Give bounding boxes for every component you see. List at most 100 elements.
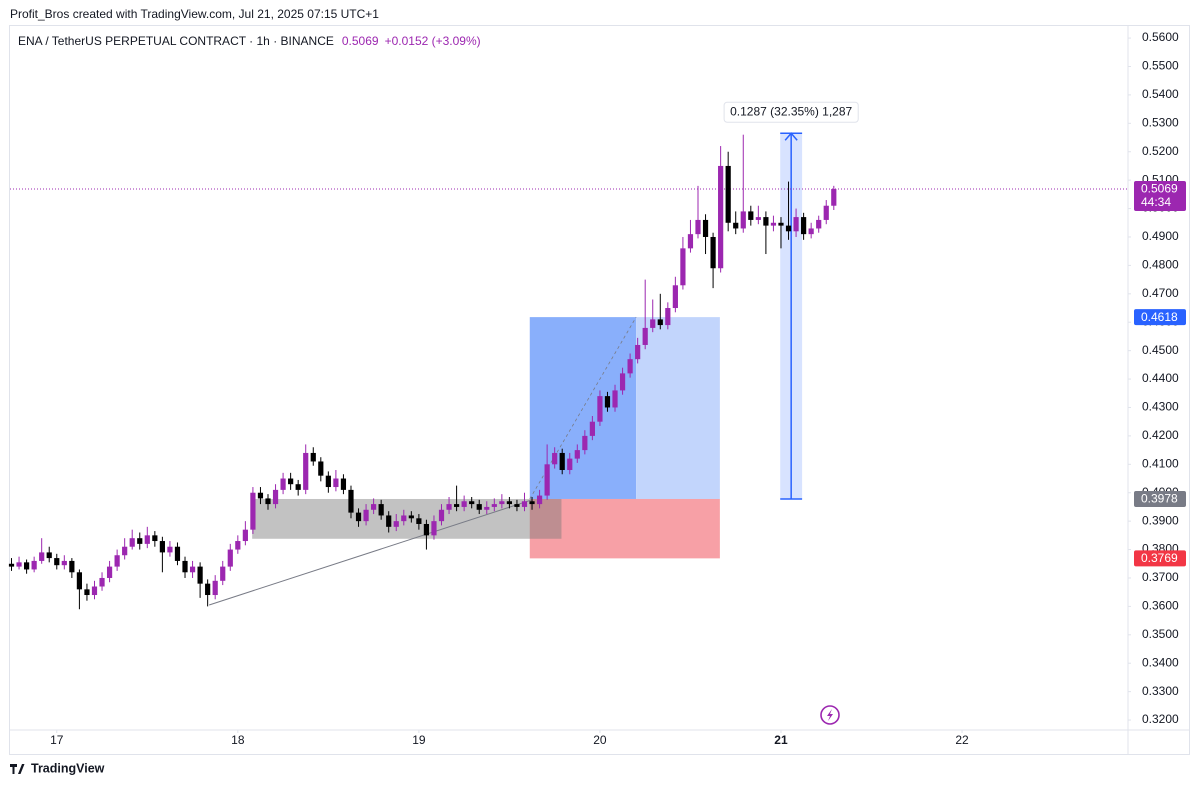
y-tick-label: 0.4400 [1142, 371, 1179, 385]
range-box [252, 498, 562, 539]
candle-body [137, 538, 143, 544]
candle-body [627, 359, 633, 374]
candle-body [220, 566, 226, 581]
y-tick-label: 0.4800 [1142, 258, 1179, 272]
target-badge-bg [1134, 309, 1186, 326]
candle-body [552, 452, 558, 465]
candle-body [635, 344, 641, 360]
x-tick-label: 21 [774, 733, 788, 747]
candle-body [589, 421, 595, 436]
footer-logo: TradingView [10, 761, 105, 775]
candle-body [702, 219, 709, 237]
x-tick-label: 22 [955, 733, 969, 747]
x-tick-label: 19 [412, 733, 426, 747]
y-tick-label: 0.5600 [1142, 30, 1179, 44]
candle-body [491, 504, 497, 507]
candle-body [371, 504, 377, 510]
candle-body [386, 515, 392, 527]
y-tick-label: 0.4700 [1142, 286, 1179, 300]
candle-body [438, 509, 445, 522]
candle-body [612, 390, 618, 408]
candle-body [340, 478, 347, 490]
candle-body [23, 562, 30, 570]
candle-body [325, 475, 331, 488]
candle-body [122, 546, 128, 556]
candle-body [453, 504, 460, 507]
candle-body [355, 512, 362, 522]
candle-body [808, 228, 814, 235]
candle-body [280, 478, 286, 490]
measure-label-box [723, 101, 859, 123]
y-tick-label: 0.3700 [1142, 570, 1179, 584]
chart-title: ENA / TetherUS PERPETUAL CONTRACT · 1h ·… [18, 34, 334, 48]
candle-body [484, 506, 490, 510]
candle-body [129, 538, 135, 547]
candle-body [393, 521, 399, 527]
candle-body [242, 529, 248, 542]
candle-body [61, 560, 67, 566]
candle-body [431, 521, 437, 536]
candle-body [567, 458, 573, 470]
candle-body [295, 484, 301, 490]
candle-body [159, 541, 165, 553]
candle-body [778, 222, 784, 226]
lightning-icon [820, 705, 840, 725]
candle-body [544, 464, 550, 496]
candle-body [476, 504, 482, 510]
candle-body [99, 577, 105, 587]
candle-body [770, 222, 777, 226]
candle-body [687, 234, 694, 249]
candle-body [144, 535, 150, 544]
candle-body [189, 566, 196, 573]
candle-body [499, 501, 505, 505]
candle-body [446, 504, 452, 510]
candle-body [619, 373, 626, 391]
candle-body [529, 501, 535, 505]
candle-body [816, 219, 822, 229]
candle-body [740, 211, 746, 229]
y-tick-label: 0.4500 [1142, 343, 1179, 357]
candle-body [423, 523, 430, 536]
footer: TradingView [31, 761, 105, 775]
y-tick-label: 0.4300 [1142, 400, 1179, 414]
candle-body [793, 217, 799, 232]
candle-body [657, 319, 663, 326]
y-tick-label: 0.3300 [1142, 684, 1179, 698]
candle-body [672, 285, 678, 309]
candle-body [416, 518, 422, 524]
stop-zone [529, 498, 720, 559]
candle-body [378, 504, 384, 516]
candle-body [69, 560, 75, 573]
candle-body [604, 396, 611, 408]
candle-body [8, 563, 15, 567]
y-tick-label: 0.4200 [1142, 428, 1179, 442]
candle-body [197, 566, 203, 584]
candle-body [31, 560, 37, 570]
candle-body [695, 219, 701, 235]
candle-body [408, 515, 414, 519]
candle-body [363, 509, 369, 522]
candle-body [801, 217, 807, 235]
stop-badge-bg [1134, 550, 1186, 567]
y-tick-label: 0.3500 [1142, 627, 1179, 641]
candle-body [288, 478, 294, 485]
y-tick-label: 0.3200 [1142, 712, 1179, 726]
entry-badge-bg [1134, 490, 1186, 507]
candle-body [401, 515, 407, 522]
candle-body [831, 188, 837, 206]
candle-body [265, 498, 271, 505]
x-tick-label: 20 [593, 733, 607, 747]
header: Profit_Bros created with TradingView.com… [10, 7, 379, 21]
candle-body [54, 558, 60, 566]
measure-label: 0.1287 (32.35%) 1,287 [730, 104, 852, 118]
candle-body [521, 501, 528, 507]
x-tick-label: 17 [50, 733, 64, 747]
candle-body [174, 546, 181, 561]
trendline [209, 499, 533, 606]
y-tick-label: 0.5200 [1142, 144, 1179, 158]
candle-body [733, 222, 739, 229]
legend-price: 0.5069 [342, 34, 379, 48]
candle-body [650, 319, 656, 328]
candle-body [39, 552, 45, 561]
